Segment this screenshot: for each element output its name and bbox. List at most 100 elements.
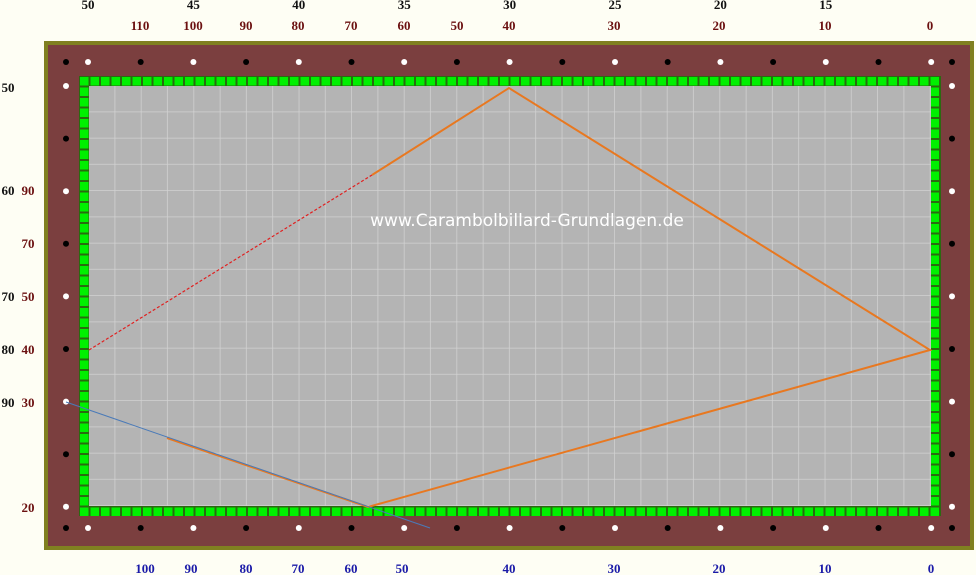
scale-label: 80 [2,342,15,357]
diamond-black [949,59,955,65]
scale-label: 40 [22,342,35,357]
scale-label: 30 [503,0,516,12]
diamond-white [63,293,69,300]
diamond-white [822,525,829,531]
diamond-white [63,398,69,405]
diamond-black [559,525,566,531]
scale-label: 100 [135,561,155,575]
scale-label: 30 [22,395,35,410]
watermark: www.Carambolbillard-Grundlagen.de [370,211,684,231]
diamond-black [63,240,69,247]
diamond-black [243,525,250,531]
diamond-black [664,59,671,65]
diamond-white [85,59,91,65]
scale-label: 20 [714,0,727,12]
diamond-white [949,188,955,195]
diamond-black [63,525,69,531]
aim-line-dashed [88,174,373,351]
diamond-black [875,59,882,65]
scale-label: 50 [2,80,15,95]
diamond-black [559,59,566,65]
scale-label: 60 [345,561,358,575]
scale-label: 100 [183,18,203,33]
diamond-white [63,83,69,89]
scale-label: 60 [398,18,411,33]
scale-label: 90 [240,18,253,33]
scale-label: 50 [82,0,95,12]
diamond-white [190,59,197,65]
diamond-white [612,525,618,531]
scale-label: 30 [608,561,621,575]
diamond-black [949,451,955,458]
diamond-black [243,59,250,65]
scale-label: 70 [292,561,305,575]
scale-label: 80 [292,18,305,33]
diamond-white [401,525,408,531]
diamond-white [928,525,935,531]
scale-label: 110 [131,18,150,33]
diamond-white [612,59,618,65]
diamond-black [949,346,955,352]
scale-label: 80 [240,561,253,575]
scale-label: 50 [396,561,409,575]
scale-label: 10 [819,561,832,575]
diamond-black [63,59,69,65]
diamond-white [190,525,197,531]
ball-path [166,86,933,509]
diamond-white [928,59,935,65]
diamond-black [63,451,69,458]
diamond-black [137,525,144,531]
scale-label: 25 [609,0,623,12]
scale-label: 20 [22,500,35,515]
scale-label: 60 [2,183,15,198]
diamond-black [453,59,460,65]
diamond-black [453,525,460,531]
diamond-white [401,59,408,65]
scale-label: 40 [292,0,305,12]
scale-label: 20 [713,561,726,575]
diamond-white [949,83,955,89]
scale-label: 20 [713,18,726,33]
diamond-black [949,240,955,247]
scale-label: 35 [398,0,412,12]
scale-label: 0 [927,18,934,33]
diamond-black [949,525,955,531]
diamond-black [770,59,777,65]
scale-label: 40 [503,18,516,33]
diamond-white [717,525,724,531]
cue-line [65,401,431,529]
scale-label: 40 [503,561,516,575]
scale-label: 15 [819,0,833,12]
diamond-black [875,525,882,531]
diamond-black [348,59,355,65]
diamond-white [949,503,955,510]
scale-label: 90 [185,561,198,575]
scale-label: 30 [608,18,621,33]
diamond-white [63,188,69,195]
diamond-white [295,59,302,65]
diamond-black [770,525,777,531]
diamond-black [63,346,69,352]
scale-label: 90 [22,183,35,198]
scale-label: 0 [928,561,935,575]
diamond-white [506,59,513,65]
grid [89,86,931,506]
scale-label: 50 [451,18,464,33]
diamond-white [949,398,955,405]
diamond-black [63,135,69,142]
diamond-white [506,525,513,531]
diamond-white [295,525,302,531]
scale-label: 10 [819,18,832,33]
scale-label: 90 [2,395,15,410]
scale-label: 70 [345,18,358,33]
diamond-white [822,59,829,65]
scale-label: 70 [2,289,15,304]
diamond-black [348,525,355,531]
diamond-white [63,503,69,510]
scale-label: 70 [22,236,35,251]
diamond-black [137,59,144,65]
diamond-white [85,525,91,531]
scale-label: 45 [187,0,201,12]
diamond-black [664,525,671,531]
